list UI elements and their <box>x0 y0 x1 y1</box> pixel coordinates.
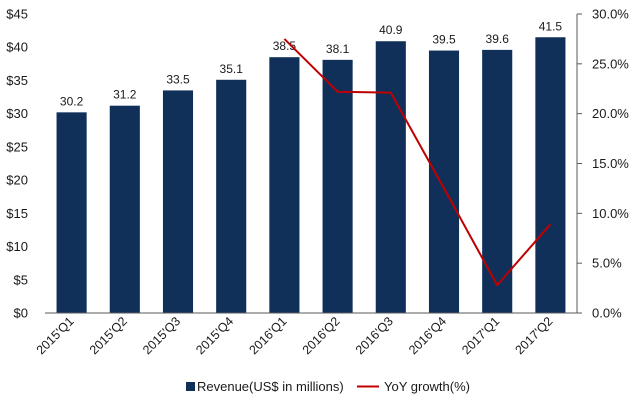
bar-data-label: 39.5 <box>432 33 456 47</box>
legend-label-revenue: Revenue(US$ in millions) <box>197 379 344 394</box>
bar-data-label: 38.1 <box>326 42 350 56</box>
legend-label-yoy: YoY growth(%) <box>384 379 470 394</box>
revenue-bar <box>535 37 566 313</box>
x-axis-category-label: 2016'Q4 <box>406 314 449 357</box>
bar-data-label: 38.5 <box>273 39 297 53</box>
right-axis-tick-label: 30.0% <box>592 7 629 22</box>
x-axis-category-label: 2015'Q4 <box>193 314 236 357</box>
legend: Revenue(US$ in millions) YoY growth(%) <box>186 379 470 394</box>
revenue-bar <box>56 112 87 314</box>
revenue-bar <box>428 50 460 314</box>
bar-data-label: 33.5 <box>166 72 190 86</box>
left-axis-tick-label: $0 <box>14 306 28 321</box>
x-axis: 2015'Q1 2015'Q2 2015'Q3 2015'Q4 2016'Q1 2016'… <box>34 312 577 357</box>
x-axis-category-label: 2017'Q2 <box>512 314 555 357</box>
x-axis-category-label: 2017'Q1 <box>459 314 502 357</box>
right-axis-tick-label: 20.0% <box>592 106 629 121</box>
revenue-bar <box>109 105 140 314</box>
bar-data-label: 40.9 <box>379 23 403 37</box>
left-y-axis: $0 $5 $10 $15 $20 $25 $30 $35 $40 $45 <box>6 7 28 321</box>
x-axis-category-label: 2015'Q2 <box>87 314 130 357</box>
revenue-bar <box>482 49 513 313</box>
bar-data-label: 39.6 <box>486 32 510 46</box>
x-axis-category-label: 2016'Q3 <box>353 314 396 357</box>
left-axis-tick-label: $40 <box>6 40 28 55</box>
revenue-bar <box>322 59 353 314</box>
bar-data-labels: 30.2 31.2 33.5 35.1 38.5 38.1 40.9 39.5 39.6 41.5 <box>60 19 562 108</box>
bar-data-label: 31.2 <box>113 88 137 102</box>
revenue-bar <box>375 41 406 314</box>
right-y-axis: 0.0% 5.0% 10.0% 15.0% 20.0% 25.0% 30.0% <box>576 7 629 321</box>
left-axis-tick-label: $20 <box>6 173 28 188</box>
x-axis-category-label: 2016'Q2 <box>300 314 343 357</box>
x-axis-category-label: 2015'Q3 <box>140 314 183 357</box>
right-axis-tick-label: 25.0% <box>592 56 629 71</box>
left-axis-tick-label: $45 <box>6 7 28 22</box>
right-axis-tick-label: 10.0% <box>592 206 629 221</box>
legend-swatch-revenue <box>186 382 195 391</box>
x-axis-category-label: 2016'Q1 <box>246 314 289 357</box>
bar-data-label: 30.2 <box>60 94 84 108</box>
yoy-growth-line-series <box>283 38 552 287</box>
yoy-growth-line <box>283 38 552 287</box>
left-axis-tick-label: $30 <box>6 106 28 121</box>
x-axis-category-label: 2015'Q1 <box>34 314 77 357</box>
left-axis-tick-label: $15 <box>6 206 28 221</box>
revenue-bar <box>162 90 194 314</box>
right-axis-tick-label: 15.0% <box>592 156 629 171</box>
right-axis-tick-label: 0.0% <box>592 306 622 321</box>
bar-data-label: 41.5 <box>539 19 563 33</box>
left-axis-tick-label: $25 <box>6 139 28 154</box>
left-axis-tick-label: $35 <box>6 73 28 88</box>
left-axis-tick-label: $5 <box>14 272 28 287</box>
revenue-bar <box>216 79 247 313</box>
left-axis-tick-label: $10 <box>6 239 28 254</box>
revenue-bar <box>269 57 300 313</box>
right-axis-tick-label: 5.0% <box>592 256 622 271</box>
revenue-bars <box>56 37 566 314</box>
bar-data-label: 35.1 <box>220 62 244 76</box>
